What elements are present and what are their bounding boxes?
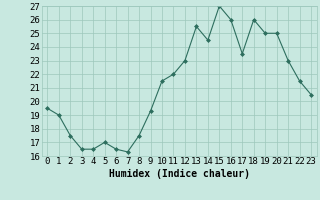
X-axis label: Humidex (Indice chaleur): Humidex (Indice chaleur) <box>109 169 250 179</box>
